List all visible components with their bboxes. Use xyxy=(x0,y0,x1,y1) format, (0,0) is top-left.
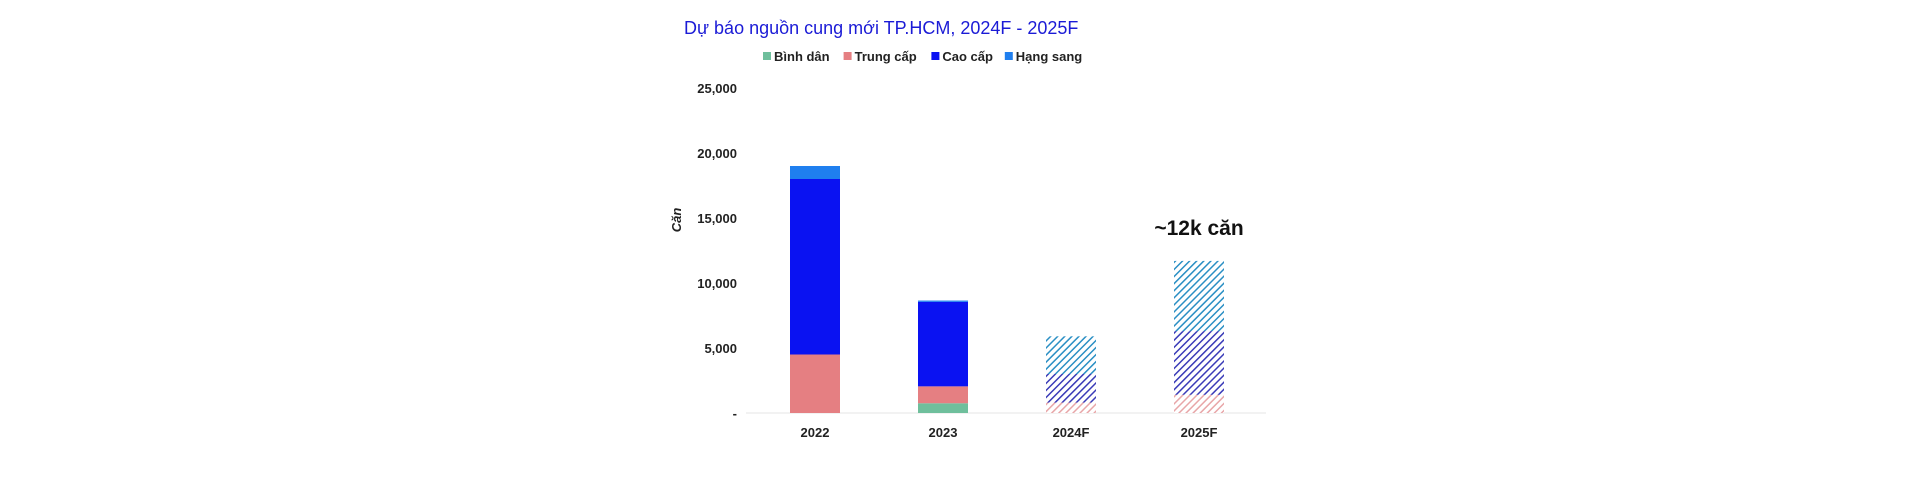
y-tick-20-000: 20,000 xyxy=(697,146,737,161)
legend-swatch-trung-cap xyxy=(843,52,852,60)
y-tick-: - xyxy=(733,406,737,421)
legend-swatch-cao-cap xyxy=(931,52,940,60)
bar-2024f-cao-cap xyxy=(1046,374,1096,403)
bar-2025f-trung-cap xyxy=(1174,394,1224,413)
legend-swatch-binh-dan xyxy=(763,52,771,60)
bar-2022-cao-cap xyxy=(790,179,840,355)
x-tick-2022: 2022 xyxy=(801,425,830,440)
annotations: ~12k căn xyxy=(1154,217,1243,240)
y-tick-10-000: 10,000 xyxy=(697,276,737,291)
bar-2023-hang-sang xyxy=(918,300,968,302)
x-tick-2024f: 2024F xyxy=(1053,425,1090,440)
y-axis-ticks: - 5,000 10,000 15,000 20,000 25,000 xyxy=(697,81,737,421)
bar-2024f-hang-sang xyxy=(1046,336,1096,374)
y-axis-label: Căn xyxy=(669,208,684,233)
bar-2025f-hang-sang xyxy=(1174,260,1224,332)
bar-2022-hang-sang xyxy=(790,166,840,179)
x-tick-2023: 2023 xyxy=(929,425,958,440)
legend-label-hang-sang: Hạng sang xyxy=(1016,49,1083,64)
bars xyxy=(790,166,1224,413)
legend-label-cao-cap: Cao cấp xyxy=(942,49,993,64)
legend-label-binh-dan: Bình dân xyxy=(774,49,830,64)
bar-2024f-trung-cap xyxy=(1046,402,1096,413)
bar-2025f-cao-cap xyxy=(1174,331,1224,395)
legend-label-trung-cap: Trung cấp xyxy=(855,49,917,64)
x-tick-2025f: 2025F xyxy=(1181,425,1218,440)
y-tick-15-000: 15,000 xyxy=(697,211,737,226)
bar-2022-trung-cap xyxy=(790,354,840,413)
legend-swatch-hang-sang xyxy=(1004,52,1013,60)
x-axis-ticks: 2022 2023 2024F 2025F xyxy=(801,425,1218,440)
bar-2023-cao-cap xyxy=(918,301,968,387)
y-tick-5-000: 5,000 xyxy=(704,341,737,356)
y-tick-25-000: 25,000 xyxy=(697,81,737,96)
legend: Bình dân Trung cấp Cao cấp Hạng sang xyxy=(763,49,1082,64)
annotation-2025f: ~12k căn xyxy=(1154,217,1243,240)
bar-2023-trung-cap xyxy=(918,386,968,404)
chart-title: Dự báo nguồn cung mới TP.HCM, 2024F - 20… xyxy=(684,18,1078,38)
bar-2023-binh-dan xyxy=(918,403,968,413)
